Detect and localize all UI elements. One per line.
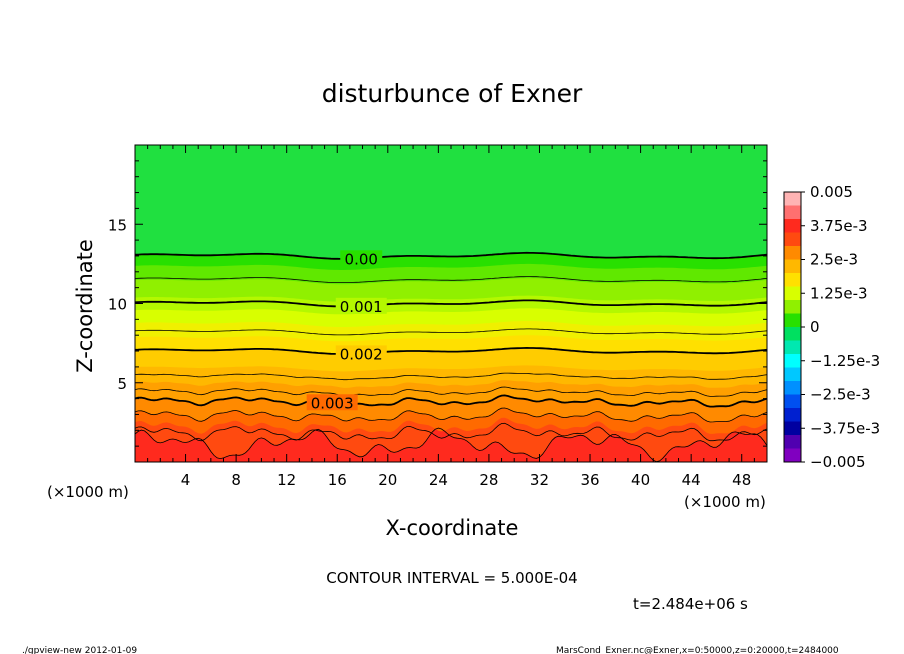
contour-line bbox=[134, 346, 768, 355]
colorbar-swatch bbox=[784, 381, 801, 395]
colorbar-swatch bbox=[784, 246, 801, 260]
chart-title: disturbunce of Exner bbox=[322, 79, 583, 108]
x-tick-label: 16 bbox=[328, 471, 347, 489]
colorbar-swatch bbox=[784, 367, 801, 382]
contour-line bbox=[134, 427, 768, 463]
contour-label-bg bbox=[335, 345, 387, 362]
contour-line bbox=[134, 394, 768, 408]
contour-line bbox=[134, 328, 768, 336]
y-axis-label: Z-coordinate bbox=[73, 239, 97, 373]
x-tick-label: 4 bbox=[181, 471, 191, 489]
x-tick-label: 48 bbox=[732, 471, 751, 489]
colorbar-swatch bbox=[784, 421, 801, 436]
colorbar-swatch bbox=[784, 327, 801, 341]
colorbar-tick-label: −0.005 bbox=[810, 453, 866, 471]
x-unit-right: (×1000 m) bbox=[684, 493, 766, 511]
x-tick-label: 32 bbox=[530, 471, 549, 489]
colorbar-swatch bbox=[784, 192, 801, 206]
footer-right: MarsCond_Exner.nc@Exner,x=0:50000,z=0:20… bbox=[556, 646, 839, 654]
y-tick-label: 15 bbox=[108, 216, 127, 234]
colorbar-swatch bbox=[784, 300, 801, 314]
contour-line bbox=[134, 372, 768, 381]
colorbar-tick-label: 2.5e-3 bbox=[810, 251, 858, 269]
colorbar-tick-label: −1.25e-3 bbox=[810, 352, 880, 370]
contour-line bbox=[134, 422, 768, 442]
colorbar-tick-label: −2.5e-3 bbox=[810, 386, 871, 404]
colorbar-tick-label: 3.75e-3 bbox=[810, 217, 868, 235]
contour-line bbox=[134, 299, 768, 308]
contour-line bbox=[134, 386, 768, 397]
contour-interval-text: CONTOUR INTERVAL = 5.000E-04 bbox=[326, 569, 577, 587]
contour-label: 0.00 bbox=[345, 250, 378, 268]
contour-label: 0.002 bbox=[340, 345, 383, 363]
colorbar-swatch bbox=[784, 354, 801, 368]
colorbar-swatch bbox=[784, 394, 801, 409]
contour-label-bg bbox=[306, 394, 358, 411]
colorbar-swatch bbox=[784, 448, 801, 463]
contour-line bbox=[134, 407, 768, 423]
x-axis-label: X-coordinate bbox=[386, 516, 519, 540]
x-tick-label: 8 bbox=[231, 471, 241, 489]
x-tick-label: 36 bbox=[580, 471, 599, 489]
colorbar-swatch bbox=[784, 232, 801, 247]
colorbar-tick-label: 1.25e-3 bbox=[810, 284, 868, 302]
time-text: t=2.484e+06 s bbox=[633, 595, 748, 613]
x-tick-label: 28 bbox=[479, 471, 498, 489]
colorbar-swatch bbox=[784, 286, 801, 301]
colorbar-tick-label: −3.75e-3 bbox=[810, 419, 880, 437]
colorbar-tick-label: 0 bbox=[810, 318, 820, 336]
contour-label-bg bbox=[335, 297, 387, 314]
colorbar-swatch bbox=[784, 219, 801, 233]
y-tick-label: 10 bbox=[108, 296, 127, 314]
field-band bbox=[135, 145, 767, 240]
colorbar-swatch bbox=[784, 340, 801, 355]
colorbar: 0.005 3.75e-3 2.5e-3 1.25e-3 0 −1.25e-3 −2.5e-… bbox=[783, 183, 880, 471]
x-tick-label: 24 bbox=[429, 471, 448, 489]
contour-line bbox=[134, 276, 768, 284]
contour-label: 0.001 bbox=[340, 298, 383, 316]
x-tick-label: 20 bbox=[378, 471, 397, 489]
contour-label: 0.003 bbox=[311, 394, 354, 412]
colorbar-swatch bbox=[784, 273, 801, 287]
y-tick-label: 5 bbox=[117, 375, 127, 393]
x-unit-left: (×1000 m) bbox=[47, 483, 129, 501]
colorbar-swatch bbox=[784, 205, 801, 220]
x-tick-label: 44 bbox=[682, 471, 701, 489]
contour-label-bg bbox=[340, 250, 383, 267]
footer-left: ./gpview-new 2012-01-09 bbox=[22, 646, 137, 654]
colorbar-tick-label: 0.005 bbox=[810, 183, 853, 201]
contour-line bbox=[134, 251, 768, 260]
x-tick-label: 12 bbox=[277, 471, 296, 489]
colorbar-swatch bbox=[784, 435, 801, 449]
colorbar-swatch bbox=[784, 313, 801, 328]
colorbar-swatch bbox=[784, 408, 801, 422]
x-tick-label: 40 bbox=[631, 471, 650, 489]
colorbar-swatch bbox=[784, 259, 801, 274]
